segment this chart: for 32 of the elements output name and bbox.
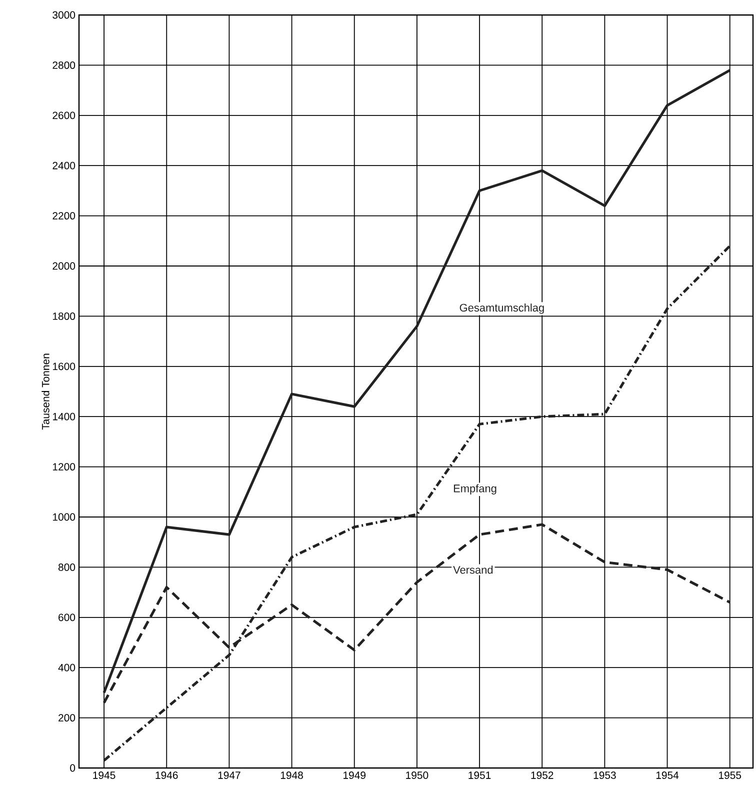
y-tick-label: 2600 — [52, 112, 76, 120]
y-tick-label: 1600 — [53, 362, 76, 370]
y-tick-label: 200 — [58, 714, 76, 722]
x-tick-label: 1952 — [531, 772, 554, 779]
x-tick-label: 1947 — [218, 772, 240, 779]
series-label: Versand — [453, 566, 493, 574]
y-tick-label: 800 — [58, 564, 76, 571]
text: Gesamtumschlag — [460, 304, 544, 314]
x-tick-label: 1949 — [344, 772, 366, 779]
y-tick-label: 400 — [58, 664, 76, 672]
y-tick-label: 2800 — [52, 61, 76, 69]
x-tick-label: 1946 — [156, 772, 178, 779]
x-tick-label: 1951 — [468, 772, 491, 779]
y-tick-label: 2000 — [52, 262, 76, 270]
x-tick-label: 1954 — [656, 772, 679, 779]
x-tick-label: 1953 — [594, 772, 616, 779]
y-tick-label: 600 — [58, 614, 76, 622]
x-tick-label: 1950 — [406, 772, 428, 779]
x-tick-label: 1955 — [719, 772, 742, 779]
y-tick-label: 3000 — [52, 11, 76, 19]
x-tick-label: 1948 — [280, 772, 303, 779]
line-series — [102, 68, 732, 694]
y-tick-label: 1400 — [53, 412, 76, 420]
y-axis-title: Tausend Tonnen — [42, 354, 50, 430]
y-tick-label: 2200 — [52, 212, 76, 220]
y-tick-label: 0 — [70, 764, 76, 772]
y-tick-label: 1800 — [53, 312, 76, 320]
y-tick-label: 2400 — [52, 162, 76, 170]
y-tick-label: 1200 — [53, 463, 76, 471]
x-tick-label: 1945 — [93, 772, 116, 779]
y-tick-label: 1000 — [53, 513, 76, 521]
series-label: Empfang — [454, 484, 496, 494]
